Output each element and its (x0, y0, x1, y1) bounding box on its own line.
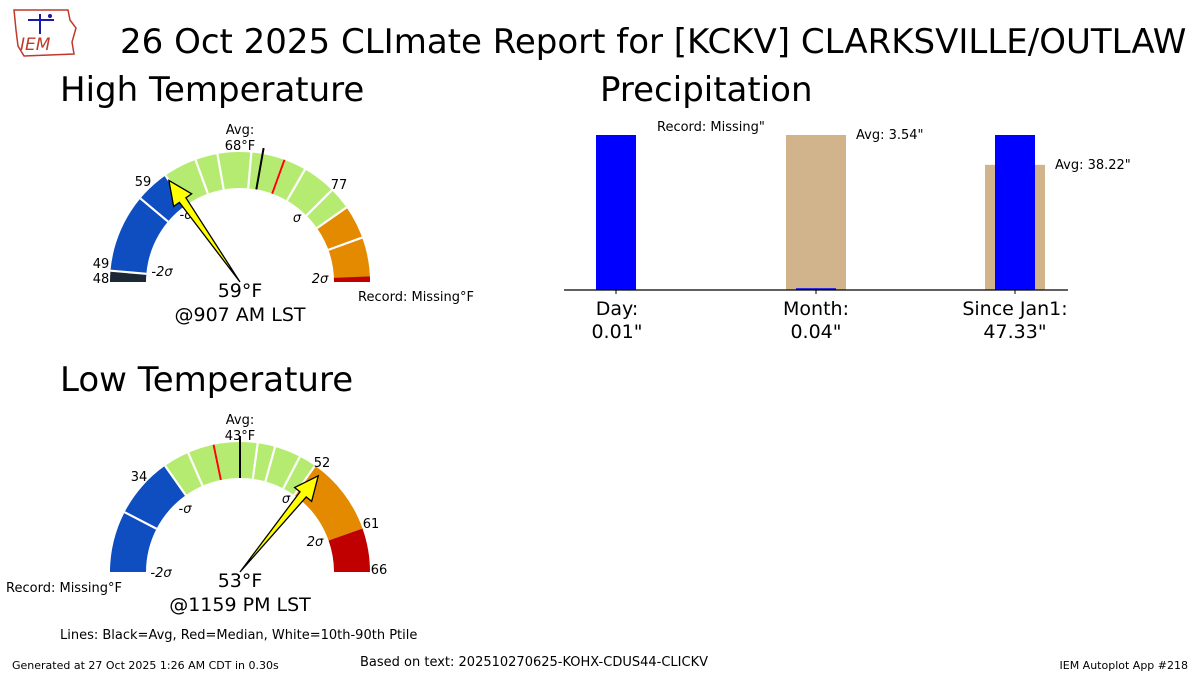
high-temp-gauge: Avg: 68°F 48 49 59 77 -2σ -σ σ 2σ Record… (93, 123, 474, 326)
avg-label: Avg: (226, 123, 254, 138)
sigma-label: 2σ (312, 272, 329, 287)
value-label: 0.01" (591, 321, 642, 343)
percentile-line (216, 153, 225, 190)
observed-pointer (167, 179, 241, 283)
tick-label: 77 (331, 178, 348, 193)
percentile-line (247, 152, 253, 189)
high-temp-heading: High Temperature (60, 70, 365, 110)
sigma-label: 2σ (307, 535, 324, 550)
sigma-label: -2σ (150, 566, 172, 581)
tick-label: 49 (93, 257, 110, 272)
low-temp-heading: Low Temperature (60, 360, 354, 400)
sigma-label: σ (282, 492, 291, 507)
tick-label: 34 (131, 470, 148, 485)
category-label: Day: (596, 298, 639, 320)
percentile-line (316, 206, 348, 229)
observed-value: 53°F (218, 570, 263, 592)
footer-source: Based on text: 202510270625-KOHX-CDUS44-… (360, 655, 708, 670)
observed-value: 59°F (218, 280, 263, 302)
footer-generated: Generated at 27 Oct 2025 1:26 AM CDT in … (12, 659, 279, 672)
annotation: Avg: 3.54" (856, 128, 924, 143)
tick-label: 66 (371, 563, 388, 578)
tick-label: 59 (135, 175, 152, 190)
annotation: Avg: 38.22" (1055, 158, 1131, 173)
percentile-line (264, 446, 277, 482)
observed-time: @1159 PM LST (169, 594, 311, 616)
legend-note: Lines: Black=Avg, Red=Median, White=10th… (60, 628, 418, 643)
percentile-line (286, 168, 306, 202)
average-line (255, 147, 265, 190)
sigma-label: σ (293, 211, 302, 226)
observed-time: @907 AM LST (175, 304, 306, 326)
avg-label: Avg: (226, 413, 254, 428)
category-label: Since Jan1: (962, 298, 1067, 320)
observed-bar (596, 135, 636, 290)
median-line (212, 444, 222, 481)
gauge-band (333, 276, 370, 282)
observed-bar (995, 135, 1035, 290)
record-label: Record: Missing°F (6, 581, 122, 596)
avg-value: 68°F (225, 139, 256, 154)
record-label: Record: Missing°F (358, 290, 474, 305)
percentile-line (139, 197, 169, 223)
percentile-line (124, 511, 158, 530)
value-label: 47.33" (983, 321, 1046, 343)
gauge-band (110, 175, 187, 274)
precip-chart: Day: 0.01" Month: 0.04" Since Jan1: 47.3… (564, 120, 1131, 343)
avg-value: 43°F (225, 429, 256, 444)
low-temp-gauge: Avg: 43°F 34 52 61 66 -2σ -σ σ 2σ Record… (6, 413, 388, 616)
category-label: Month: (783, 298, 849, 320)
percentile-line (282, 456, 301, 490)
sigma-label: -2σ (151, 265, 173, 280)
percentile-line (187, 452, 204, 487)
median-line (271, 159, 286, 195)
gauge-band (328, 528, 370, 572)
gauge-band (110, 465, 186, 572)
observed-pointer (239, 474, 320, 573)
tick-label: 52 (314, 456, 331, 471)
sigma-label: -σ (179, 502, 193, 517)
percentile-line (110, 269, 147, 275)
percentile-line (251, 443, 259, 480)
percentile-line (164, 465, 187, 496)
tick-label: 61 (363, 517, 380, 532)
precip-heading: Precipitation (600, 70, 813, 110)
iem-logo: IEM (13, 9, 77, 57)
percentile-line (194, 159, 209, 195)
logo-text: IEM (20, 35, 51, 55)
percentile-line (327, 236, 363, 251)
gauge-band (165, 151, 347, 229)
percentile-line (305, 189, 333, 217)
avg-bar (786, 135, 846, 290)
value-label: 0.04" (790, 321, 841, 343)
tick-label: 48 (93, 272, 110, 287)
footer-app: IEM Autoplot App #218 (1059, 659, 1189, 672)
annotation: Record: Missing" (657, 120, 765, 135)
page-title: 26 Oct 2025 CLImate Report for [KCKV] CL… (120, 22, 1187, 62)
observed-bar (796, 288, 836, 290)
